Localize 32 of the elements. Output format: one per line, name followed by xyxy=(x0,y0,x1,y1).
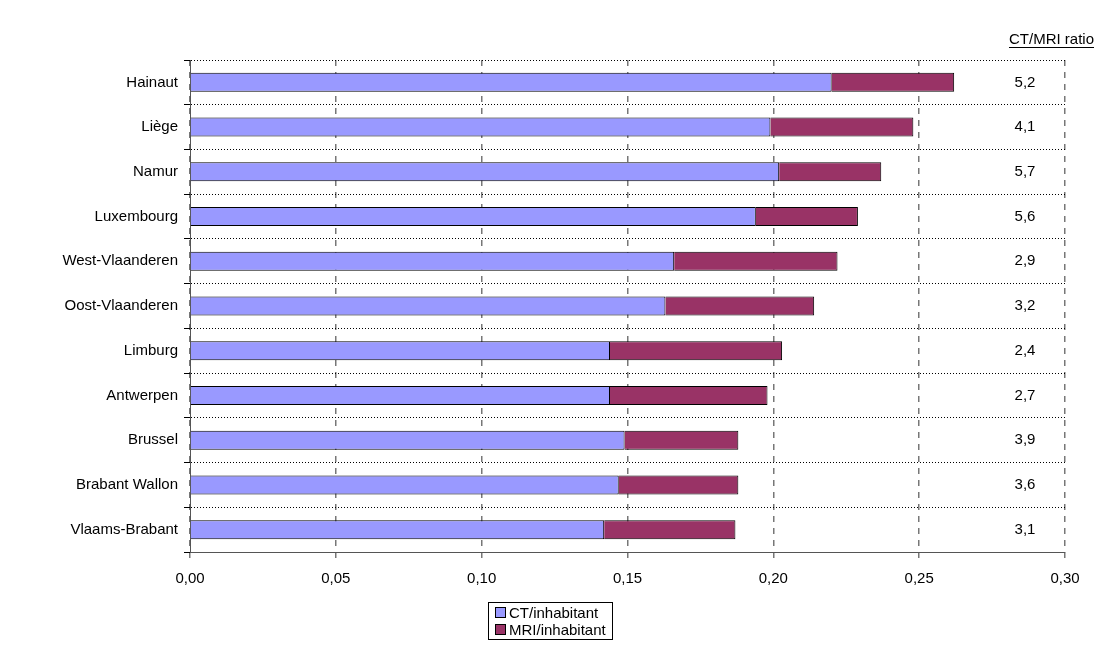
y-tick-label: Limburg xyxy=(123,340,178,358)
x-tick-label: 0,25 xyxy=(904,569,934,587)
y-tick-label: Namur xyxy=(132,161,178,179)
y-tick-label: Vlaams-Brabant xyxy=(70,519,179,537)
annotation: 5,2 xyxy=(1014,72,1036,90)
y-tick-label: Luxembourg xyxy=(94,206,178,224)
annotation: 3,2 xyxy=(1014,296,1036,314)
annotation: 5,7 xyxy=(1014,161,1036,179)
x-tick-label: 0,10 xyxy=(467,569,497,587)
y-tick-label: Hainaut xyxy=(126,72,179,90)
x-tick-label: 0,00 xyxy=(175,569,205,587)
annotation: 2,9 xyxy=(1014,251,1036,269)
x-tick-label: 0,20 xyxy=(758,569,788,587)
annotation: 4,1 xyxy=(1014,117,1036,135)
annotation: 3,1 xyxy=(1014,519,1036,537)
y-tick-label: West-Vlaanderen xyxy=(62,251,178,269)
y-tick-label: Oost-Vlaanderen xyxy=(64,296,178,314)
x-tick-label: 0,05 xyxy=(321,569,351,587)
y-tick-label: Brabant Wallon xyxy=(76,475,178,493)
annotation: 2,7 xyxy=(1014,385,1036,403)
x-tick-label: 0,30 xyxy=(1050,569,1080,587)
annotation: 2,4 xyxy=(1014,340,1036,358)
legend-label: MRI/inhabitant xyxy=(509,621,606,638)
y-tick-label: Liège xyxy=(141,117,178,135)
x-tick-label: 0,15 xyxy=(612,569,643,587)
text: CT/MRI ratio xyxy=(1008,30,1094,47)
y-tick-label: Antwerpen xyxy=(106,385,178,403)
legend-label: CT/inhabitant xyxy=(509,604,599,621)
annotation: 5,6 xyxy=(1014,206,1036,224)
annotation: 3,9 xyxy=(1014,430,1036,448)
y-tick-label: Brussel xyxy=(127,430,178,448)
annotation: 3,6 xyxy=(1014,475,1036,493)
